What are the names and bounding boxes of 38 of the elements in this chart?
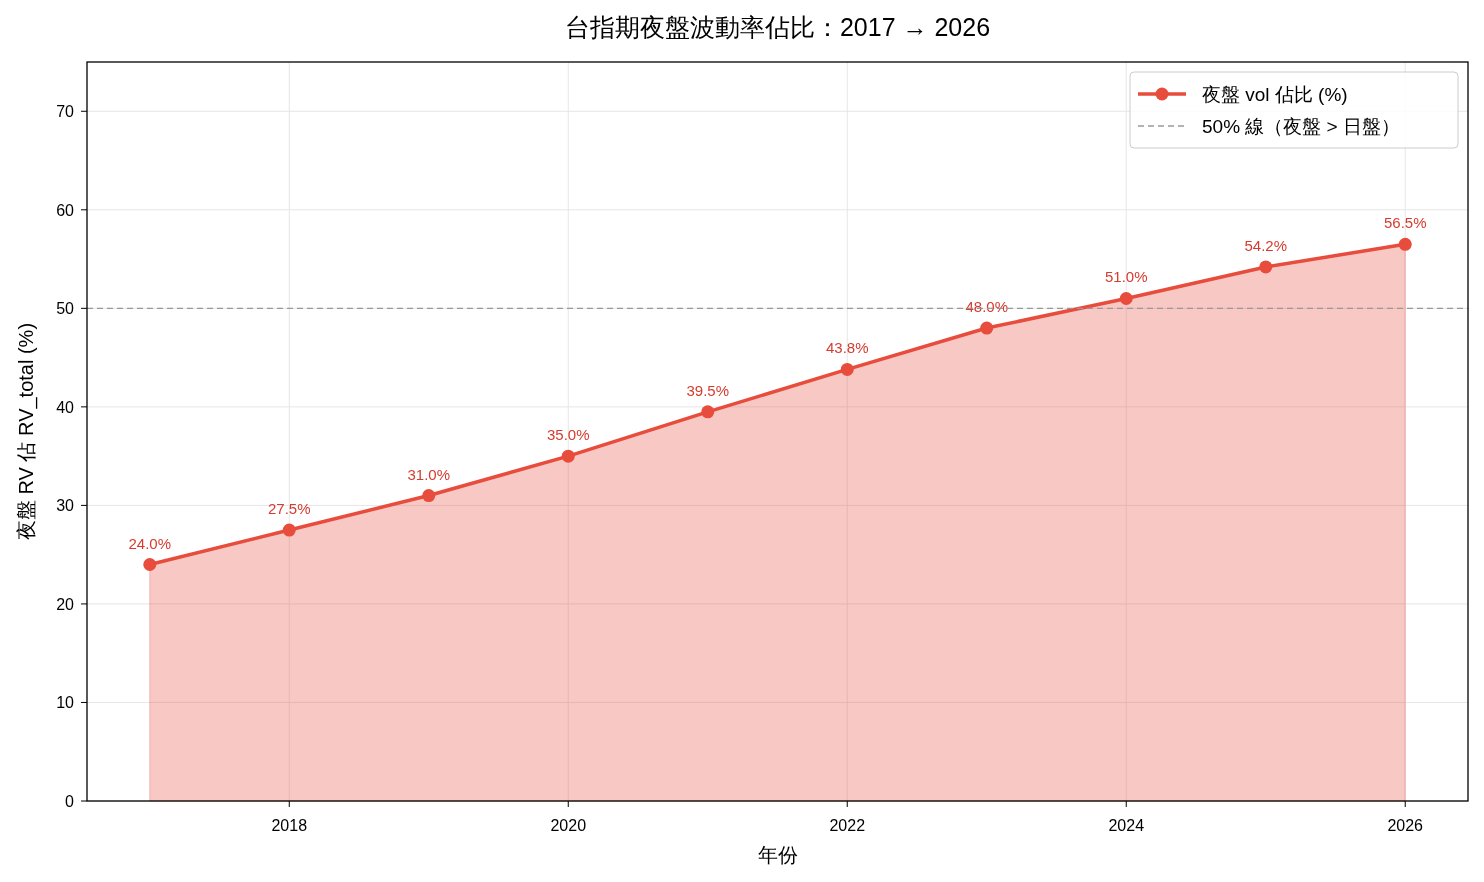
y-tick-label: 70 xyxy=(56,103,75,121)
point xyxy=(840,362,854,376)
data-label: 31.0% xyxy=(407,465,451,483)
x-tick-label: 2026 xyxy=(1387,817,1424,834)
y-tick-label: 60 xyxy=(56,201,75,219)
data-label: 51.0% xyxy=(1104,268,1148,286)
data-label: 54.2% xyxy=(1244,236,1288,254)
data-label: 43.8% xyxy=(825,339,869,357)
chart-title: 台指期夜盤波動率佔比：2017 → 2026 xyxy=(564,13,991,41)
point xyxy=(422,489,436,503)
point xyxy=(1259,260,1273,274)
x-axis-title: 年份 xyxy=(757,844,798,866)
x-tick-label: 2020 xyxy=(550,817,587,834)
y-tick-label: 0 xyxy=(65,793,75,810)
data-label: 48.0% xyxy=(965,298,1009,316)
x-tick-label: 2018 xyxy=(271,817,308,834)
x-tick-label: 2024 xyxy=(1108,817,1145,834)
point xyxy=(980,321,994,335)
point xyxy=(143,558,157,572)
y-tick-label: 10 xyxy=(56,694,75,712)
point xyxy=(701,405,715,419)
data-label: 24.0% xyxy=(128,534,172,552)
legend-label: 夜盤 vol 佔比 (%) xyxy=(1202,84,1348,105)
point xyxy=(1119,291,1133,305)
y-tick-label: 40 xyxy=(56,398,75,416)
y-axis-title: 夜盤 RV 佔 RV_total (%) xyxy=(15,322,38,541)
point xyxy=(1398,237,1412,251)
x-tick-label: 2022 xyxy=(829,817,866,834)
y-tick-label: 20 xyxy=(56,595,75,613)
y-tick-label: 30 xyxy=(56,497,75,515)
data-label: 35.0% xyxy=(546,426,590,444)
data-label: 39.5% xyxy=(686,381,730,399)
legend-label: 50% 線（夜盤 > 日盤） xyxy=(1202,116,1400,137)
point xyxy=(282,523,296,537)
data-label: 56.5% xyxy=(1383,214,1427,232)
y-tick-label: 50 xyxy=(56,300,75,318)
point xyxy=(561,449,575,463)
data-label: 27.5% xyxy=(267,500,311,518)
